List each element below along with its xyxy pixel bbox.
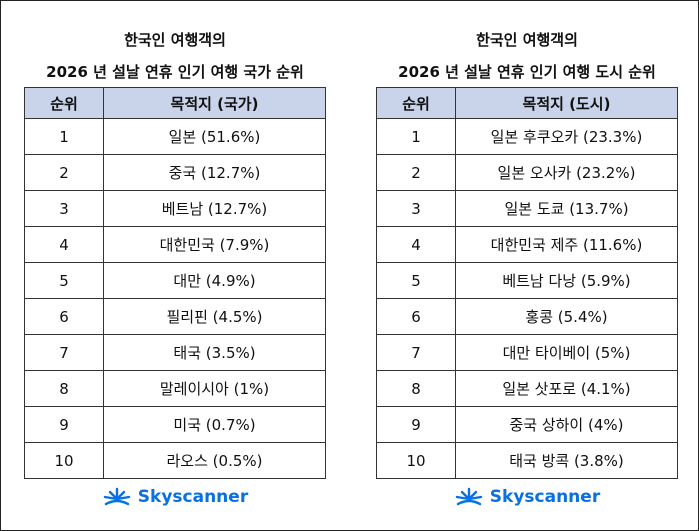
ranking-table: 순위 목적지 (도시) 1 일본 후쿠오카 (23.3%) 2 일본 오사카 (23.2%…	[376, 87, 678, 479]
rank-cell: 1	[24, 118, 104, 155]
header-cell: 목적지 (국가)	[103, 87, 326, 119]
header-cell: 순위	[24, 87, 104, 119]
destination-cell: 중국 (12.7%)	[103, 154, 326, 191]
rank-cell: 4	[376, 226, 456, 263]
rank-cell: 6	[376, 298, 456, 335]
logo: Skyscanner	[24, 487, 326, 507]
logo: Skyscanner	[376, 487, 678, 507]
destination-cell: 베트남 (12.7%)	[103, 190, 326, 227]
table-row: 8 말레이시아 (1%)	[24, 370, 326, 407]
table-row: 1 일본 (51.6%)	[24, 118, 326, 155]
rank-cell: 5	[376, 262, 456, 299]
rank-cell: 10	[24, 442, 104, 479]
destination-cell: 말레이시아 (1%)	[103, 370, 326, 407]
table-row: 8 일본 삿포로 (4.1%)	[376, 370, 678, 407]
table-row: 9 중국 상하이 (4%)	[376, 406, 678, 443]
destination-cell: 태국 방콕 (3.8%)	[455, 442, 678, 479]
rank-cell: 1	[376, 118, 456, 155]
rank-cell: 3	[24, 190, 104, 227]
destination-cell: 라오스 (0.5%)	[103, 442, 326, 479]
destination-cell: 대만 (4.9%)	[103, 262, 326, 299]
destination-cell: 홍콩 (5.4%)	[455, 298, 678, 335]
rank-cell: 3	[376, 190, 456, 227]
panel-title: 한국인 여행객의	[124, 31, 226, 49]
destination-cell: 대한민국 제주 (11.6%)	[455, 226, 678, 263]
table-row: 4 대한민국 제주 (11.6%)	[376, 226, 678, 263]
rank-cell: 6	[24, 298, 104, 335]
table-row: 10 태국 방콕 (3.8%)	[376, 442, 678, 479]
table-row: 5 베트남 다낭 (5.9%)	[376, 262, 678, 299]
rank-cell: 2	[24, 154, 104, 191]
table-row: 5 대만 (4.9%)	[24, 262, 326, 299]
destination-cell: 일본 (51.6%)	[103, 118, 326, 155]
rank-cell: 7	[376, 334, 456, 371]
table-row: 6 필리핀 (4.5%)	[24, 298, 326, 335]
table-row: 6 홍콩 (5.4%)	[376, 298, 678, 335]
rank-cell: 2	[376, 154, 456, 191]
panel-title: 한국인 여행객의	[476, 31, 578, 49]
destination-cell: 미국 (0.7%)	[103, 406, 326, 443]
destination-cell: 일본 도쿄 (13.7%)	[455, 190, 678, 227]
rank-cell: 8	[24, 370, 104, 407]
destination-cell: 일본 오사카 (23.2%)	[455, 154, 678, 191]
logo-icon	[455, 487, 482, 506]
table-row: 3 일본 도쿄 (13.7%)	[376, 190, 678, 227]
logo-icon	[103, 487, 130, 506]
destination-cell: 중국 상하이 (4%)	[455, 406, 678, 443]
header-row: 순위 목적지 (도시)	[376, 87, 678, 119]
panel-title: 2026 년 설날 연휴 인기 여행 국가 순위	[46, 63, 304, 81]
table-row: 7 대만 타이베이 (5%)	[376, 334, 678, 371]
panel-title: 2026 년 설날 연휴 인기 여행 도시 순위	[398, 63, 656, 81]
table-row: 7 태국 (3.5%)	[24, 334, 326, 371]
header-cell: 목적지 (도시)	[455, 87, 678, 119]
table-row: 2 일본 오사카 (23.2%)	[376, 154, 678, 191]
rank-cell: 7	[24, 334, 104, 371]
destination-cell: 베트남 다낭 (5.9%)	[455, 262, 678, 299]
table-row: 3 베트남 (12.7%)	[24, 190, 326, 227]
destination-cell: 태국 (3.5%)	[103, 334, 326, 371]
rank-cell: 9	[376, 406, 456, 443]
table-row: 2 중국 (12.7%)	[24, 154, 326, 191]
destination-cell: 대한민국 (7.9%)	[103, 226, 326, 263]
rank-cell: 10	[376, 442, 456, 479]
rank-cell: 8	[376, 370, 456, 407]
table-row: 4 대한민국 (7.9%)	[24, 226, 326, 263]
table-row: 10 라오스 (0.5%)	[24, 442, 326, 479]
logo-text: Skyscanner	[137, 487, 249, 507]
rank-cell: 5	[24, 262, 104, 299]
table-row: 9 미국 (0.7%)	[24, 406, 326, 443]
destination-cell: 일본 후쿠오카 (23.3%)	[455, 118, 678, 155]
destination-cell: 일본 삿포로 (4.1%)	[455, 370, 678, 407]
ranking-table: 순위 목적지 (국가) 1 일본 (51.6%) 2 중국 (12.7%) 3 베트남 (12…	[24, 87, 326, 479]
rank-cell: 9	[24, 406, 104, 443]
destination-cell: 필리핀 (4.5%)	[103, 298, 326, 335]
header-row: 순위 목적지 (국가)	[24, 87, 326, 119]
table-row: 1 일본 후쿠오카 (23.3%)	[376, 118, 678, 155]
rank-cell: 4	[24, 226, 104, 263]
destination-cell: 대만 타이베이 (5%)	[455, 334, 678, 371]
header-cell: 순위	[376, 87, 456, 119]
logo-text: Skyscanner	[489, 487, 601, 507]
